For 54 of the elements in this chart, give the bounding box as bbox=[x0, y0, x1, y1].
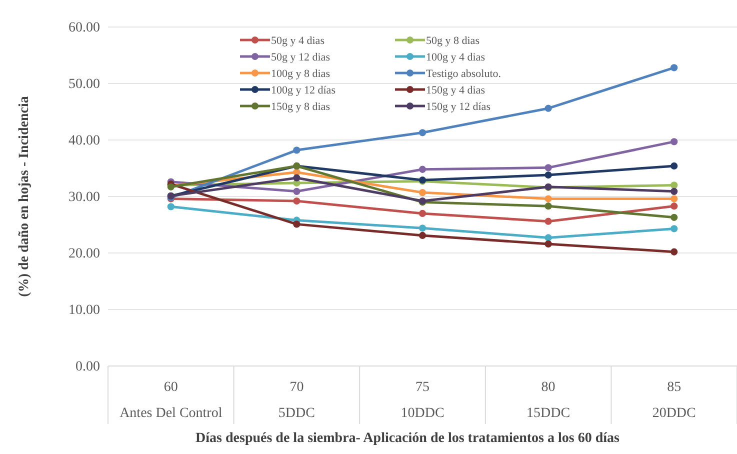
y-tick-label: 40.00 bbox=[68, 133, 100, 148]
point bbox=[670, 64, 678, 72]
point bbox=[167, 203, 174, 210]
legend-label: 100g y 8 dias bbox=[271, 68, 330, 80]
point bbox=[544, 234, 552, 242]
point bbox=[544, 164, 552, 172]
point bbox=[670, 138, 678, 146]
legend-label: Testigo absoluto. bbox=[426, 68, 502, 80]
point bbox=[544, 202, 552, 210]
legend-label: 150g y 12 días bbox=[426, 101, 490, 113]
point bbox=[293, 197, 300, 205]
point bbox=[418, 129, 426, 136]
point bbox=[670, 182, 678, 189]
y-axis-title: (%) de daño en hojas - Incidencia bbox=[17, 96, 32, 297]
x-tick-label: 75 10DDC bbox=[400, 380, 444, 421]
y-tick-label: 10.00 bbox=[68, 302, 100, 318]
point bbox=[293, 146, 300, 154]
point bbox=[544, 195, 552, 202]
point bbox=[544, 171, 552, 179]
point bbox=[544, 218, 552, 225]
point bbox=[418, 224, 426, 232]
point bbox=[544, 240, 552, 248]
legend-label: 50g y 8 dias bbox=[426, 35, 480, 47]
point bbox=[418, 166, 426, 173]
point bbox=[544, 104, 552, 112]
point bbox=[670, 214, 678, 221]
point bbox=[418, 188, 426, 196]
x-axis-title: Días después de la siembra- Aplicación de los tratamientos a los 60 días bbox=[196, 431, 620, 446]
y-tick-label: 60.00 bbox=[68, 20, 100, 36]
legend-label: 150g y 4 dias bbox=[426, 84, 485, 96]
legend-label: 100g y 12 días bbox=[271, 84, 336, 96]
point bbox=[293, 174, 300, 182]
y-tick-label: 30.00 bbox=[68, 190, 100, 205]
point bbox=[670, 248, 678, 256]
legend-label: 100g y 4 dias bbox=[426, 52, 485, 64]
x-tick-label: 85 20DDC bbox=[652, 380, 696, 421]
point bbox=[418, 232, 426, 240]
x-tick-label: 70 5DDC bbox=[278, 380, 315, 421]
point bbox=[418, 210, 426, 218]
legend-label: 50g y 4 dias bbox=[271, 35, 324, 47]
point bbox=[293, 188, 300, 195]
x-tick-label: 80 15DDC bbox=[526, 380, 570, 421]
point bbox=[670, 202, 678, 210]
x-tick-label: 60 Antes Del Control bbox=[120, 380, 222, 421]
y-tick-label: 50.00 bbox=[68, 76, 100, 92]
legend-label: 50g y 12 dias bbox=[271, 52, 330, 64]
point bbox=[670, 162, 678, 170]
point bbox=[293, 220, 300, 228]
point bbox=[670, 188, 678, 195]
y-tick-label: 20.00 bbox=[68, 246, 100, 262]
point bbox=[670, 195, 678, 202]
legend-label: 150g y 8 dias bbox=[271, 101, 330, 113]
point bbox=[670, 225, 678, 232]
y-tick-label: 0.00 bbox=[76, 359, 100, 374]
